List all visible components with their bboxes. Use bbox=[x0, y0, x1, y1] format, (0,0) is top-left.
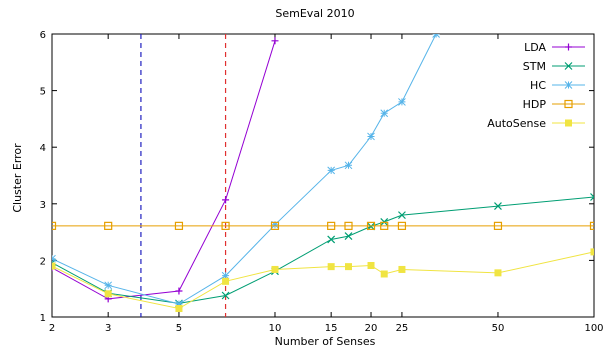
y-tick-label: 4 bbox=[40, 143, 46, 154]
legend-label-autosense: AutoSense bbox=[487, 117, 546, 130]
y-tick-label: 1 bbox=[40, 313, 46, 324]
x-tick-label: 10 bbox=[269, 323, 282, 334]
data-point-autosense bbox=[271, 265, 279, 273]
x-axis-label: Number of Senses bbox=[275, 335, 376, 348]
series-line-lda bbox=[52, 40, 276, 300]
y-axis-label: Cluster Error bbox=[11, 143, 24, 213]
data-point-hc bbox=[380, 109, 389, 118]
x-tick-label: 3 bbox=[105, 323, 111, 334]
data-point-hdp bbox=[397, 221, 407, 230]
x-tick-label: 20 bbox=[365, 323, 378, 334]
plot-frame bbox=[51, 33, 595, 318]
data-point-hdp bbox=[380, 221, 389, 230]
data-point-hc bbox=[175, 300, 183, 308]
series-hdp bbox=[52, 221, 594, 230]
series-group bbox=[52, 34, 594, 313]
series-lda bbox=[52, 37, 279, 303]
series-line-autosense bbox=[52, 251, 594, 310]
data-point-stm bbox=[398, 211, 406, 220]
legend-marker-hdp bbox=[564, 99, 573, 109]
legend: LDA STM HC HDP AutoSense bbox=[487, 41, 585, 130]
x-tick-label: 100 bbox=[584, 323, 603, 334]
legend-label-lda: LDA bbox=[524, 41, 546, 54]
data-point-hdp bbox=[221, 221, 230, 230]
y-tick-label: 2 bbox=[40, 256, 46, 267]
data-point-autosense bbox=[345, 263, 353, 271]
data-point-hdp bbox=[589, 221, 594, 230]
data-point-hc bbox=[327, 166, 336, 175]
data-point-autosense bbox=[590, 248, 594, 256]
data-point-hc bbox=[432, 34, 440, 38]
y-tick-label: 3 bbox=[40, 200, 46, 211]
data-point-autosense bbox=[175, 305, 183, 313]
data-point-hc bbox=[271, 220, 279, 229]
legend-marker-lda bbox=[565, 43, 572, 51]
x-tick-label: 25 bbox=[396, 323, 409, 334]
data-point-hdp bbox=[366, 221, 376, 230]
data-point-hdp bbox=[52, 221, 57, 230]
data-point-hdp bbox=[174, 221, 184, 230]
data-point-hdp bbox=[493, 221, 503, 230]
legend-label-hdp: HDP bbox=[523, 98, 547, 111]
series-hc bbox=[52, 34, 440, 308]
data-point-hc bbox=[52, 254, 56, 263]
legend-marker-autosense bbox=[565, 119, 572, 127]
data-point-autosense bbox=[327, 263, 335, 271]
series-line-stm bbox=[52, 196, 594, 304]
data-point-autosense bbox=[222, 277, 230, 285]
data-point-hc bbox=[104, 281, 113, 290]
x-tick-label: 5 bbox=[176, 323, 182, 334]
data-point-stm bbox=[590, 193, 594, 201]
data-point-stm bbox=[344, 232, 353, 240]
x-tick-label: 2 bbox=[49, 323, 55, 334]
legend-label-hc: HC bbox=[530, 79, 546, 92]
data-point-stm bbox=[327, 235, 336, 244]
series-line-hc bbox=[52, 34, 437, 305]
legend-label-stm: STM bbox=[523, 60, 546, 73]
reference-lines bbox=[140, 34, 227, 317]
data-point-autosense bbox=[52, 262, 56, 270]
x-tick-label: 15 bbox=[325, 323, 338, 334]
y-tick-label: 5 bbox=[40, 87, 46, 98]
data-point-hdp bbox=[104, 221, 113, 230]
data-point-lda bbox=[271, 37, 279, 45]
data-point-hc bbox=[367, 132, 375, 141]
data-point-stm bbox=[367, 222, 375, 231]
data-point-stm bbox=[494, 202, 502, 210]
data-point-lda bbox=[222, 196, 230, 204]
data-point-hdp bbox=[344, 221, 353, 230]
x-tick-label: 50 bbox=[492, 323, 505, 334]
data-point-autosense bbox=[367, 261, 375, 269]
data-point-autosense bbox=[380, 270, 388, 278]
data-point-hc bbox=[344, 161, 353, 170]
data-point-hc bbox=[221, 271, 230, 280]
series-stm bbox=[52, 193, 594, 308]
legend-marker-stm bbox=[564, 62, 573, 70]
data-point-autosense bbox=[494, 269, 502, 277]
y-tick-label: 6 bbox=[40, 30, 46, 41]
data-point-autosense bbox=[398, 265, 406, 273]
series-autosense bbox=[52, 248, 594, 313]
data-point-autosense bbox=[104, 290, 112, 298]
data-point-lda bbox=[175, 287, 183, 295]
legend-marker-hc bbox=[564, 81, 573, 89]
data-point-hdp bbox=[327, 221, 336, 230]
data-point-stm bbox=[221, 291, 230, 300]
data-point-hdp bbox=[270, 221, 280, 230]
data-point-hc bbox=[398, 98, 406, 106]
chart-title: SemEval 2010 bbox=[275, 7, 354, 20]
